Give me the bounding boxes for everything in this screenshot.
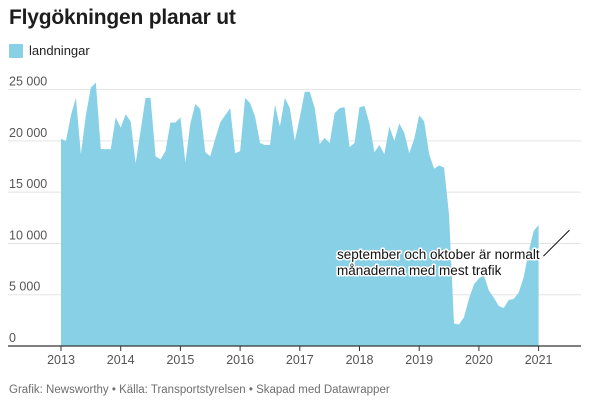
y-tick-label: 0 xyxy=(9,331,16,345)
x-tick-label: 2017 xyxy=(286,353,314,367)
annotation-text: månaderna med mest trafik xyxy=(337,263,502,278)
legend-label: landningar xyxy=(29,43,90,58)
y-tick-label: 25 000 xyxy=(9,75,47,89)
x-tick-label: 2020 xyxy=(465,353,493,367)
x-tick-label: 2013 xyxy=(47,353,75,367)
legend-swatch xyxy=(9,43,23,58)
footer-credit: Grafik: Newsworthy • Källa: Transportsty… xyxy=(9,384,390,396)
series-area-landningar xyxy=(61,82,539,347)
x-tick-label: 2015 xyxy=(166,353,194,367)
y-tick-label: 20 000 xyxy=(9,126,47,140)
legend: landningar xyxy=(9,43,90,58)
chart-title: Flygökningen planar ut xyxy=(9,6,236,29)
x-axis-ticks xyxy=(60,346,540,351)
x-tick-label: 2016 xyxy=(226,353,254,367)
annotation-leader-line xyxy=(543,229,570,257)
x-tick-label: 2014 xyxy=(107,353,135,367)
annotation: september och oktober är normaltseptembe… xyxy=(336,229,570,280)
y-tick-label: 15 000 xyxy=(9,177,47,191)
x-tick-label: 2018 xyxy=(346,353,374,367)
y-tick-label: 10 000 xyxy=(9,228,47,242)
x-tick-label: 2021 xyxy=(525,353,553,367)
x-tick-label: 2019 xyxy=(405,353,433,367)
y-axis-labels: 0 5 000 10 000 15 000 20 000 25 000 xyxy=(9,75,47,345)
annotation-text: september och oktober är normalt xyxy=(337,247,540,262)
annotation-text-halo: månaderna med mest trafik xyxy=(337,263,502,278)
y-tick-label: 5 000 xyxy=(9,280,40,294)
x-axis-labels: 2013 2014 2015 2016 2017 2018 2019 2020 2021 xyxy=(47,353,552,367)
annotation-text-halo: september och oktober är normalt xyxy=(337,247,540,262)
